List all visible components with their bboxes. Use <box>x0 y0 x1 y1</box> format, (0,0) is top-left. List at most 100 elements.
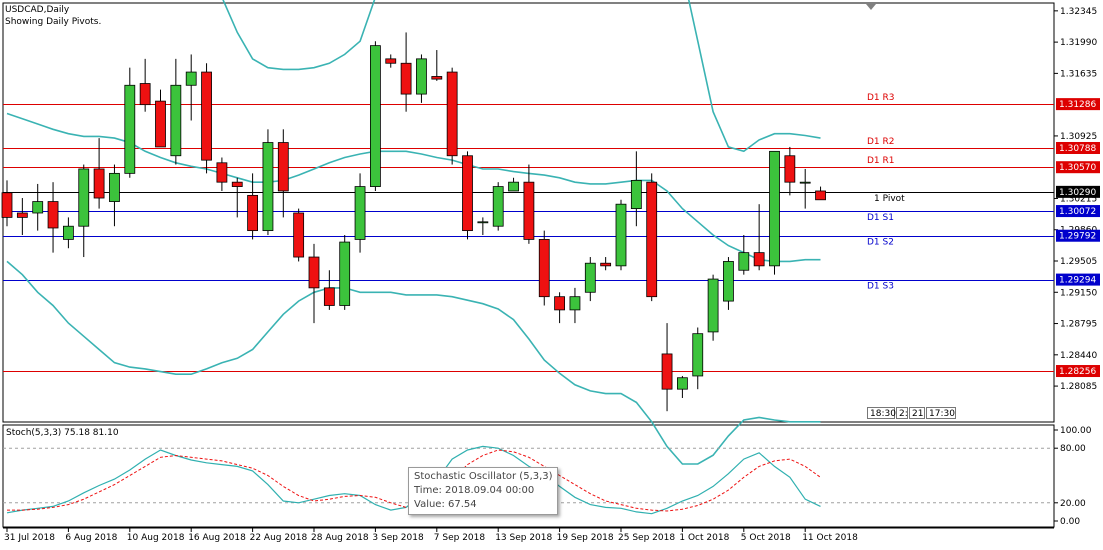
candle-body-0 <box>1 192 13 218</box>
candle-body-31 <box>477 221 489 224</box>
price-tag-4: 1.30072 <box>1059 207 1096 217</box>
candle-body-52 <box>799 181 811 184</box>
price-axis: 1.323451.319901.316351.309251.302151.298… <box>1054 7 1097 392</box>
pivot-label-4: D1 S1 <box>867 213 894 223</box>
pivot-label-5: D1 S2 <box>867 238 894 248</box>
timeframe-box-3[interactable]: 21 <box>909 407 925 419</box>
pivot-label-0: D1 R3 <box>867 93 895 103</box>
candle-body-41 <box>630 180 642 209</box>
stoch-tick-label-2: 20.00 <box>1060 499 1086 509</box>
symbol-title: USDCAD,Daily <box>5 5 70 15</box>
price-tick-label-0: 1.32345 <box>1060 7 1097 17</box>
pivot-label-3: 1 Pivot <box>874 194 905 204</box>
candle-body-9 <box>139 83 151 106</box>
price-tick-label-8: 1.28795 <box>1060 320 1097 330</box>
time-tick-label-6: 3 Sep 2018 <box>372 533 424 543</box>
candle-body-18 <box>277 142 289 192</box>
time-tick-label-1: 6 Aug 2018 <box>65 533 117 543</box>
candle-body-21 <box>323 287 335 306</box>
price-tag-bg-1 <box>1056 141 1100 154</box>
candle-body-24 <box>369 45 381 187</box>
price-tick-label-4: 1.30215 <box>1060 194 1097 204</box>
candle-body-12 <box>185 71 197 86</box>
candle-body-38 <box>584 262 596 293</box>
candle-body-11 <box>170 84 182 157</box>
candle-body-29 <box>446 71 458 157</box>
time-tick-label-10: 25 Sep 2018 <box>618 533 675 543</box>
candle-body-36 <box>554 296 565 311</box>
candle-body-48 <box>738 252 750 271</box>
pivot-label-1: D1 R2 <box>867 137 895 147</box>
indicator-tooltip: Stochastic Oscillator (5,3,3) Time: 2018… <box>408 467 558 515</box>
candle-body-1 <box>16 212 28 218</box>
stoch-indicator-label: Stoch(5,3,3) 75.18 81.10 <box>6 428 119 438</box>
candle-body-35 <box>538 239 550 298</box>
tooltip-time: Time: 2018.09.04 00:00 <box>414 485 535 496</box>
price-tick-label-7: 1.29150 <box>1060 288 1097 298</box>
time-tick-label-12: 5 Oct 2018 <box>741 533 791 543</box>
price-tick-label-10: 1.28085 <box>1060 382 1097 392</box>
stoch-tick-label-3: 0.00 <box>1060 517 1080 527</box>
timeframe-box-1[interactable]: 18:30 <box>867 407 896 419</box>
price-tick-label-6: 1.29505 <box>1060 257 1097 267</box>
time-tick-label-2: 10 Aug 2018 <box>127 533 185 543</box>
price-tick-label-1: 1.31990 <box>1060 38 1097 48</box>
candle-body-8 <box>124 84 136 174</box>
time-tick-label-0: 31 Jul 2018 <box>4 533 55 543</box>
time-tick-label-13: 11 Oct 2018 <box>802 533 858 543</box>
candle-body-28 <box>431 76 443 80</box>
time-tick-label-5: 28 Aug 2018 <box>311 533 369 543</box>
candle-body-51 <box>784 155 796 183</box>
stoch-tick-label-1: 80.00 <box>1060 444 1086 454</box>
candle-body-15 <box>231 181 243 187</box>
candle-body-14 <box>216 162 228 183</box>
candle-body-5 <box>78 168 90 227</box>
bollinger-middle-line <box>6 112 821 263</box>
candle-body-42 <box>646 181 658 298</box>
pivot-lines: D1 R3 D1 R2 D1 R1 1 Pivot D1 S1 D1 S2 D1 S3 <box>3 93 1054 372</box>
time-tick-label-4: 22 Aug 2018 <box>250 533 308 543</box>
price-tag-bg-3 <box>1056 185 1100 198</box>
price-tick-label-3: 1.30925 <box>1060 132 1097 142</box>
candle-body-39 <box>600 262 612 267</box>
candle-body-34 <box>523 181 535 240</box>
price-tag-7: 1.28256 <box>1059 367 1096 377</box>
timeframe-box-2[interactable]: 2: <box>896 407 908 419</box>
price-tag-bg-4 <box>1056 205 1100 218</box>
time-tick-label-7: 7 Sep 2018 <box>434 533 486 543</box>
candle-body-2 <box>32 201 44 214</box>
pivot-label-2: D1 R1 <box>867 156 895 166</box>
price-tag-3: 1.30290 <box>1059 188 1096 198</box>
price-tick-label-9: 1.28440 <box>1060 351 1097 361</box>
candle-body-13 <box>201 71 212 161</box>
price-tag-bg-0 <box>1056 98 1100 111</box>
candle-body-10 <box>155 100 166 148</box>
candle-body-7 <box>109 172 120 202</box>
candle-body-53 <box>815 190 826 201</box>
candle-body-32 <box>492 186 504 227</box>
time-tick-label-3: 16 Aug 2018 <box>188 533 246 543</box>
pivot-subtitle: Showing Daily Pivots. <box>5 17 102 27</box>
candle-body-16 <box>247 194 259 232</box>
price-tag-6: 1.29294 <box>1059 276 1096 286</box>
candle-body-44 <box>677 377 688 390</box>
candle-body-23 <box>354 186 366 240</box>
candle-body-27 <box>416 58 427 95</box>
candle-body-25 <box>385 58 397 64</box>
stoch-plot-frame <box>2 424 1055 528</box>
chart-shift-marker-icon[interactable] <box>866 4 876 10</box>
price-tag-5: 1.29792 <box>1059 232 1096 242</box>
time-tick-label-11: 1 Oct 2018 <box>679 533 729 543</box>
stoch-axis: 100.00 80.00 20.00 0.00 <box>1054 426 1092 527</box>
candle-body-17 <box>262 142 274 232</box>
price-tag-0: 1.31286 <box>1059 100 1096 110</box>
candle-body-45 <box>692 333 704 377</box>
price-tick-label-2: 1.31635 <box>1060 69 1097 79</box>
pivot-label-6: D1 S3 <box>867 282 894 292</box>
timeframe-box-4[interactable]: 17:30 <box>926 407 956 419</box>
stoch-tick-label-0: 100.00 <box>1060 426 1092 436</box>
candles <box>1 32 826 412</box>
chart-title-block: USDCAD,Daily Showing Daily Pivots. <box>5 4 101 28</box>
price-tag-bg-2 <box>1056 161 1100 174</box>
